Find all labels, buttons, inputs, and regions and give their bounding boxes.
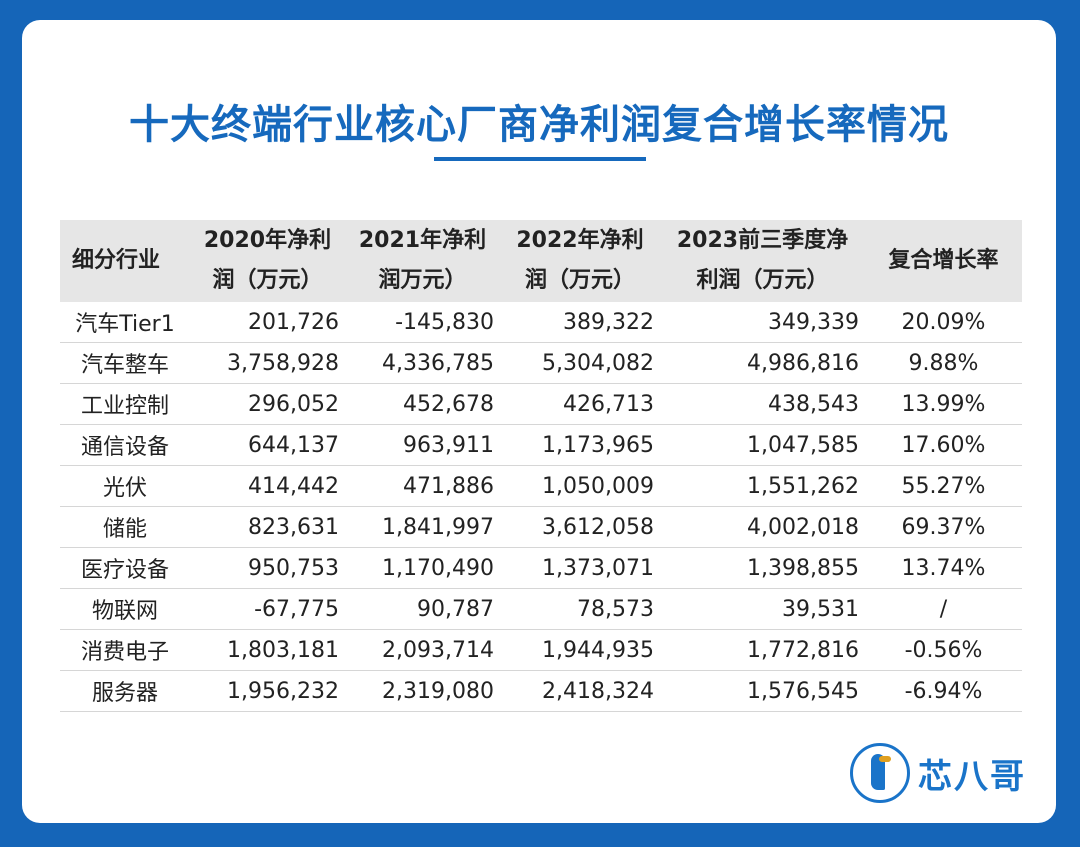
profit-2021-cell: 2,319,080 [345,670,500,712]
profit-2023q3-cell: 1,576,545 [660,670,865,712]
cagr-cell: 20.09% [865,302,1022,343]
header-2023q3: 2023前三季度净 利润（万元） [660,220,865,302]
cagr-cell: 55.27% [865,465,1022,507]
profit-2021-cell: 963,911 [345,424,500,466]
header-2021: 2021年净利 润万元） [345,220,500,302]
header-2020: 2020年净利 润（万元） [190,220,345,302]
header-cagr-label: 复合增长率 [888,248,999,273]
profit-2021-cell: 90,787 [345,588,500,630]
profit-2023q3-cell: 1,551,262 [660,465,865,507]
profit-2021-cell: 2,093,714 [345,629,500,671]
profit-table: 细分行业 2020年净利 润（万元） 2021年净利 润万元） 2022年净利 … [60,220,1022,712]
table-row: 光伏 414,442 471,886 1,050,009 1,551,262 55.27% [60,465,1022,507]
header-2022: 2022年净利 润（万元） [500,220,660,302]
cagr-cell: -0.56% [865,629,1022,671]
industry-cell: 消费电子 [60,629,190,671]
table-row: 储能 823,631 1,841,997 3,612,058 4,002,018 69.3… [60,506,1022,548]
industry-cell: 汽车Tier1 [60,302,190,343]
profit-2021-cell: -145,830 [345,302,500,343]
header-2021-line2: 润万元） [378,268,467,293]
industry-cell: 服务器 [60,670,190,712]
cagr-cell: 17.60% [865,424,1022,466]
industry-cell: 汽车整车 [60,342,190,384]
profit-2020-cell: -67,775 [190,588,345,630]
header-cagr: 复合增长率 [865,220,1022,302]
bird-logo-icon [850,743,910,803]
table-row: 工业控制 296,052 452,678 426,713 438,543 13.99% [60,383,1022,425]
industry-cell: 通信设备 [60,424,190,466]
cagr-cell: 69.37% [865,506,1022,548]
profit-2020-cell: 296,052 [190,383,345,425]
profit-2021-cell: 471,886 [345,465,500,507]
profit-2020-cell: 823,631 [190,506,345,548]
profit-2022-cell: 1,944,935 [500,629,660,671]
table-header-row: 细分行业 2020年净利 润（万元） 2021年净利 润万元） 2022年净利 … [60,220,1022,302]
cagr-cell: 13.99% [865,383,1022,425]
cagr-cell: -6.94% [865,670,1022,712]
profit-2022-cell: 3,612,058 [500,506,660,548]
profit-2022-cell: 1,173,965 [500,424,660,466]
profit-2020-cell: 3,758,928 [190,342,345,384]
table-row: 服务器 1,956,232 2,319,080 2,418,324 1,576,545-… [60,670,1022,712]
profit-2021-cell: 1,170,490 [345,547,500,589]
industry-cell: 储能 [60,506,190,548]
profit-2020-cell: 644,137 [190,424,345,466]
title-underline [434,157,646,161]
profit-2020-cell: 1,803,181 [190,629,345,671]
header-2022-line1: 2022年净利 [516,228,644,253]
table-row: 通信设备 644,137 963,911 1,173,965 1,047,585 17.6… [60,424,1022,466]
industry-cell: 工业控制 [60,383,190,425]
header-industry-label: 细分行业 [72,248,161,273]
header-2022-line2: 润（万元） [524,268,635,293]
industry-cell: 光伏 [60,465,190,507]
profit-2020-cell: 1,956,232 [190,670,345,712]
content-card: 十大终端行业核心厂商净利润复合增长率情况 细分行业 2020年净利 润（万元） … [22,20,1056,823]
profit-2023q3-cell: 4,986,816 [660,342,865,384]
profit-2022-cell: 5,304,082 [500,342,660,384]
profit-2023q3-cell: 1,772,816 [660,629,865,671]
profit-2022-cell: 1,373,071 [500,547,660,589]
brand-logo-text: 芯八哥 [918,756,1026,797]
industry-cell: 医疗设备 [60,547,190,589]
header-2023q3-line2: 利润（万元） [696,268,829,293]
cagr-cell: / [865,588,1022,630]
cagr-cell: 9.88% [865,342,1022,384]
profit-2023q3-cell: 349,339 [660,302,865,343]
header-2020-line2: 润（万元） [212,268,323,293]
profit-2022-cell: 426,713 [500,383,660,425]
cagr-cell: 13.74% [865,547,1022,589]
profit-2022-cell: 78,573 [500,588,660,630]
profit-2020-cell: 201,726 [190,302,345,343]
table-row: 汽车Tier1 201,726 -145,830 389,322 349,339 20.0… [60,302,1022,343]
industry-cell: 物联网 [60,588,190,630]
header-2020-line1: 2020年净利 [203,228,332,253]
profit-2022-cell: 1,050,009 [500,465,660,507]
table-row: 医疗设备 950,753 1,170,490 1,373,071 1,398,855 13… [60,547,1022,589]
profit-2022-cell: 2,418,324 [500,670,660,712]
table-row: 物联网 -67,775 90,787 78,573 39,531/ [60,588,1022,630]
profit-2023q3-cell: 438,543 [660,383,865,425]
profit-2020-cell: 950,753 [190,547,345,589]
profit-2023q3-cell: 39,531 [660,588,865,630]
header-2023q3-line1: 2023前三季度净 [676,228,849,253]
profit-2023q3-cell: 1,047,585 [660,424,865,466]
profit-2023q3-cell: 1,398,855 [660,547,865,589]
profit-2023q3-cell: 4,002,018 [660,506,865,548]
profit-2021-cell: 4,336,785 [345,342,500,384]
profit-2021-cell: 452,678 [345,383,500,425]
table-row: 汽车整车 3,758,928 4,336,785 5,304,082 4,986,816… [60,342,1022,384]
profit-2022-cell: 389,322 [500,302,660,343]
brand-logo: 芯八哥 [850,743,1026,803]
header-industry: 细分行业 [60,220,190,302]
table-row: 消费电子 1,803,181 2,093,714 1,944,935 1,772,816… [60,629,1022,671]
page-title: 十大终端行业核心厂商净利润复合增长率情况 [129,102,949,148]
header-2021-line1: 2021年净利 [358,228,487,253]
profit-2020-cell: 414,442 [190,465,345,507]
profit-2021-cell: 1,841,997 [345,506,500,548]
